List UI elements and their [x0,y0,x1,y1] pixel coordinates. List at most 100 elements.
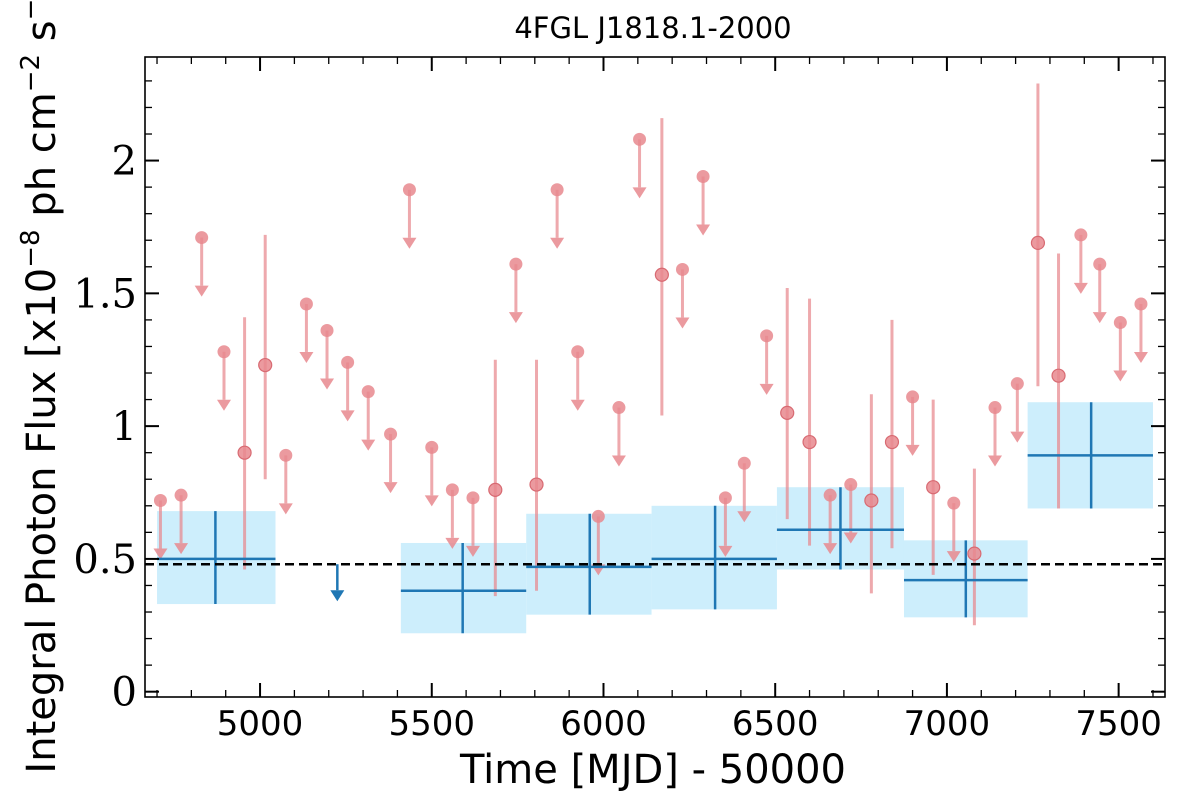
short-bin-upper-limit-arrow [1113,370,1128,382]
short-bin-upper-limit-point [466,491,480,505]
short-bin-upper-limit-arrow [1133,351,1148,363]
y-tick-label: 1 [112,404,137,450]
short-bin-upper-limit-arrow [611,455,626,467]
short-bin-upper-limit-point [1134,297,1148,311]
short-bin-point [802,434,817,450]
short-bin-upper-limit-point [947,496,961,510]
short-bin-upper-limit-arrow [632,187,647,199]
short-bin-upper-limit-point [320,324,334,338]
short-bin-upper-limit-point [174,488,188,502]
short-bin-upper-limit-point [591,509,605,523]
short-bin-upper-limit-arrow [278,503,293,515]
short-bin-point [864,493,879,508]
short-bin-upper-limit-arrow [194,285,209,297]
short-bin-upper-limit-arrow [823,543,838,555]
short-bin-upper-limit-point [571,345,585,359]
short-bin-upper-limit-point [361,385,375,399]
short-bin-upper-limit-point [153,493,167,507]
y-tick-label: 0 [112,670,137,716]
short-bin-upper-limit-arrow [508,312,523,324]
short-bin-upper-limit-arrow [320,378,335,390]
short-bin-upper-limit-arrow [696,224,711,236]
short-bin-upper-limit-arrow [675,317,690,329]
x-axis-label: Time [MJD] - 50000 [459,747,846,793]
short-bin-point [1051,368,1066,383]
short-bin-upper-limit-arrow [550,237,565,249]
short-bin-upper-limit-arrow [718,545,733,557]
x-tick-label: 5000 [217,704,304,744]
short-bin-upper-limit-point [1074,228,1088,242]
short-bin-upper-limit-arrow [383,482,398,494]
short-bin-upper-limit-point [195,231,209,245]
short-bin-upper-limit-arrow [1092,312,1107,324]
short-bin-upper-limit-arrow [988,455,1002,467]
short-bin-upper-limit-arrow [1010,431,1025,443]
short-bin-upper-limit-point [718,491,732,505]
short-bin-upper-limit-arrow [759,383,774,395]
short-bin-upper-limit-point [402,183,416,197]
short-bin-upper-limit-arrow [340,410,355,422]
short-bin-upper-limit-point [633,132,647,146]
short-bin-point [780,405,795,420]
long-bin-upper-limit-arrow [330,590,345,602]
short-bin-upper-limit-point [425,440,439,454]
short-bin-upper-limit-point [1093,257,1107,271]
axis-ticks: 5000 5500 6000 6500 7000 7500 0 0.5 1 1.5 2 [73,57,1165,744]
short-bin-upper-limit-point [696,170,710,184]
y-axis-label: Integral Photon Flux [x10−8 ph cm−2 s−1] [16,0,65,774]
short-bin-point [1030,235,1046,250]
long-bin-series [157,402,1153,634]
plot-frame [144,56,1166,698]
short-bin-upper-limit-arrow [1073,282,1088,294]
short-bin-point [258,357,273,373]
y-tick-label: 1.5 [73,271,137,317]
chart-title: 4FGL J1818.1-2000 [514,11,791,45]
x-tick-label: 6500 [732,704,819,744]
short-bin-upper-limit-point [384,427,398,441]
short-bin-upper-limit-point [299,297,313,311]
short-bin-upper-limit-point [612,401,626,415]
short-bin-upper-limit-arrow [465,545,480,557]
short-bin-series [153,83,1148,626]
short-bin-upper-limit-point [217,345,231,359]
short-bin-point [488,482,503,497]
short-bin-upper-limit-arrow [299,351,314,363]
short-bin-upper-limit-point [760,329,774,343]
long-bin-bands [157,402,1153,634]
short-bin-point [926,480,941,495]
short-bin-upper-limit-point [844,478,858,492]
short-bin-upper-limit-point [737,456,751,470]
short-bin-upper-limit-arrow [402,237,417,249]
x-tick-label: 5500 [389,704,476,744]
short-bin-point [654,267,669,282]
short-bin-upper-limit-point [550,183,564,197]
x-tick-label: 6000 [560,704,647,744]
short-bin-upper-limit-point [341,355,355,369]
short-bin-upper-limit-point [1113,316,1127,330]
short-bin-upper-limit-arrow [843,532,858,544]
short-bin-upper-limit-point [445,483,459,497]
short-bin-upper-limit-arrow [216,399,231,411]
y-tick-label: 2 [112,139,137,185]
short-bin-upper-limit-point [509,257,523,271]
short-bin-point [529,477,544,492]
short-bin-upper-limit-arrow [174,543,189,555]
short-bin-upper-limit-point [675,262,689,276]
short-bin-upper-limit-arrow [361,439,376,451]
short-bin-point [967,546,982,561]
x-tick-label: 7500 [1075,704,1162,744]
short-bin-upper-limit-point [279,448,293,462]
x-tick-label: 7000 [904,704,991,744]
short-bin-upper-limit-point [1010,377,1024,391]
short-bin-upper-limit-arrow [424,495,439,507]
y-tick-label: 0.5 [73,537,137,583]
short-bin-point [884,434,900,450]
short-bin-upper-limit-arrow [153,548,168,560]
short-bin-upper-limit-arrow [570,399,585,411]
short-bin-point [237,445,252,460]
short-bin-upper-limit-arrow [445,537,460,549]
short-bin-upper-limit-arrow [946,551,961,563]
short-bin-upper-limit-arrow [905,444,920,456]
short-bin-upper-limit-point [823,488,837,502]
